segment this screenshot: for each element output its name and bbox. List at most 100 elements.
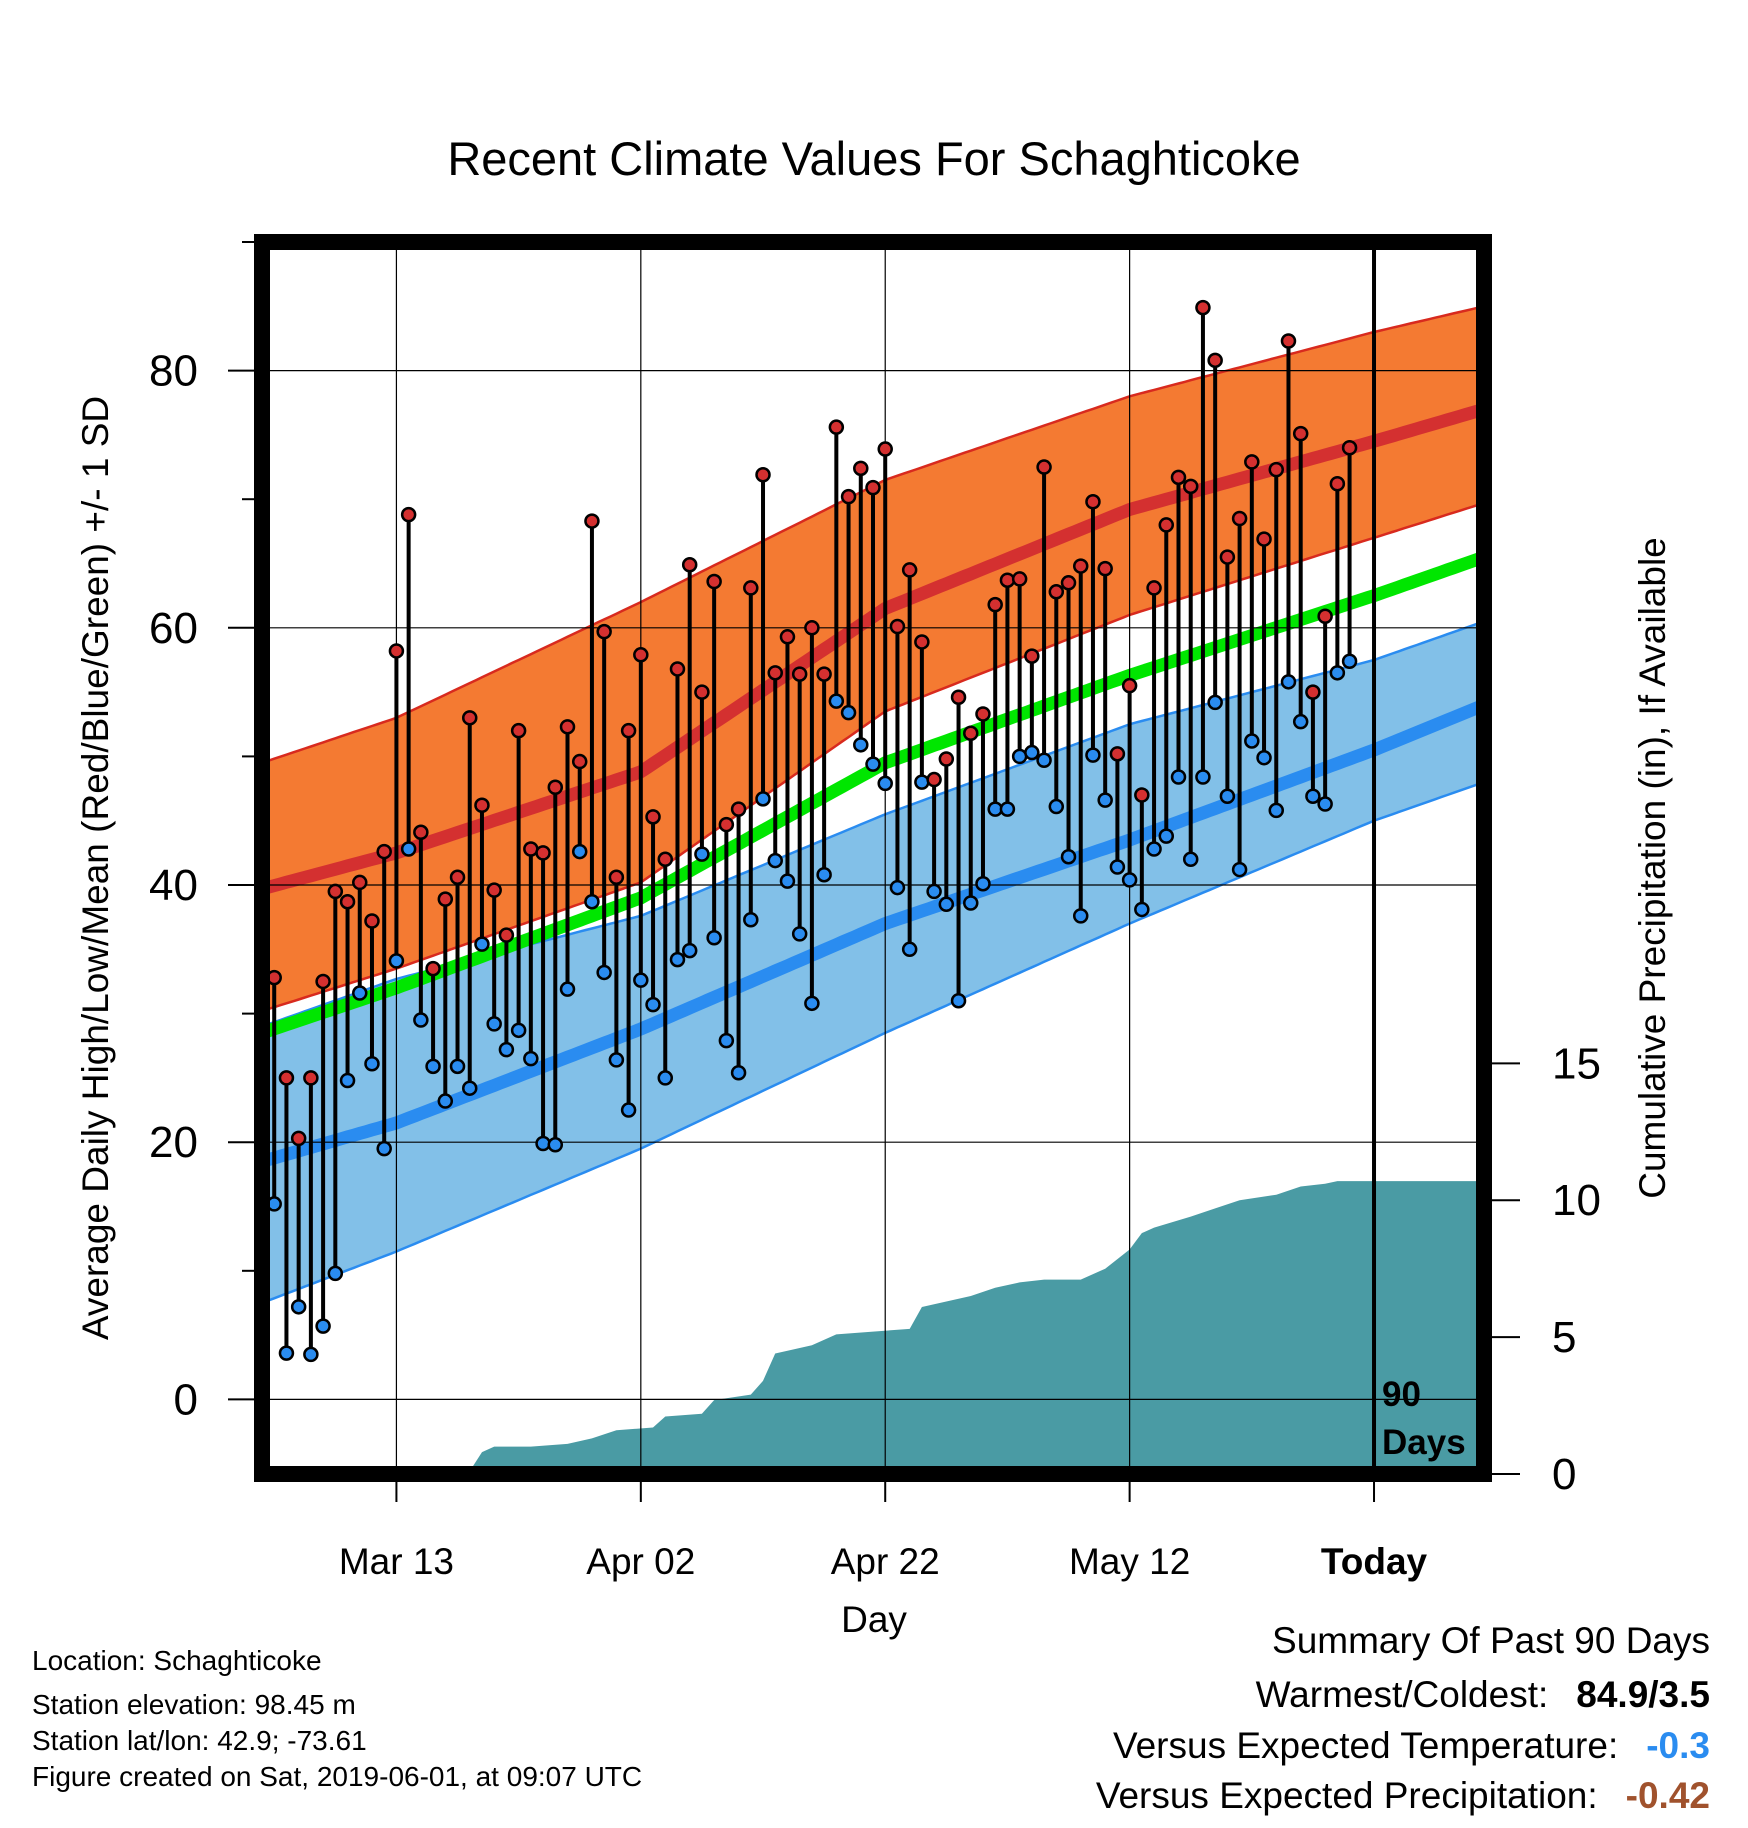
- low-sd-band: [262, 621, 1484, 1303]
- daily-low-point: [950, 992, 967, 1009]
- daily-high-point: [804, 620, 820, 636]
- daily-high-point: [1219, 549, 1236, 565]
- daily-low-point: [1121, 872, 1138, 888]
- daily-low-point: [853, 737, 869, 753]
- daily-low-point: [1207, 694, 1223, 711]
- y-axis-label: Average Daily High/Low/Mean (Red/Blue/Gr…: [75, 396, 116, 1340]
- daily-low-point: [1048, 798, 1065, 815]
- daily-high-point: [1256, 531, 1272, 547]
- daily-low-point: [1036, 752, 1052, 769]
- daily-low-point: [1341, 653, 1358, 669]
- daily-low-point: [498, 1041, 515, 1058]
- precipitation-area: [262, 1181, 1484, 1474]
- y2-tick-label: 5: [1552, 1313, 1576, 1362]
- warmest-label: Warmest/Coldest:: [1255, 1674, 1549, 1715]
- daily-low-point: [1244, 733, 1260, 749]
- daily-low-point: [535, 1135, 551, 1152]
- daily-high-point: [1182, 478, 1199, 495]
- today-annotation-line2: Days: [1382, 1423, 1466, 1462]
- daily-high-point: [669, 661, 686, 677]
- daily-low-point: [804, 995, 820, 1012]
- normal-low-line: [262, 698, 1484, 1168]
- daily-low-point: [1231, 861, 1248, 878]
- daily-low-point: [352, 985, 368, 1001]
- daily-high-point: [1085, 494, 1101, 510]
- daily-high-point: [315, 973, 331, 990]
- daily-low-point: [999, 801, 1016, 817]
- daily-high-point: [1060, 575, 1077, 591]
- summary-title: Summary Of Past 90 Days: [1272, 1620, 1710, 1661]
- daily-low-point: [877, 775, 893, 792]
- daily-high-point: [1011, 571, 1028, 587]
- daily-high-point: [498, 927, 515, 943]
- x-axis-label: Day: [841, 1599, 907, 1640]
- daily-high-point: [865, 479, 881, 496]
- daily-low-point: [1146, 841, 1162, 857]
- daily-high-point: [1097, 560, 1113, 577]
- daily-high-point: [559, 719, 576, 735]
- temp-label: Versus Expected Temperature:: [1112, 1725, 1619, 1766]
- daily-high-point: [767, 665, 783, 681]
- daily-high-point: [1109, 746, 1126, 762]
- daily-low-point: [1182, 851, 1199, 868]
- daily-high-point: [1195, 299, 1211, 316]
- daily-low-point: [1085, 747, 1101, 763]
- daily-high-point: [1244, 454, 1260, 470]
- daily-high-point: [1305, 684, 1321, 700]
- daily-high-point: [1048, 584, 1065, 600]
- daily-low-point: [290, 1299, 307, 1315]
- daily-high-point: [963, 725, 979, 742]
- daily-low-point: [743, 911, 759, 928]
- y2-axis-label: Cumulative Precipitation (in), If Availa…: [1632, 537, 1673, 1199]
- daily-low-point: [523, 1050, 539, 1067]
- daily-low-point: [1109, 859, 1126, 875]
- daily-high-point: [388, 643, 405, 659]
- x-tick-label: Today: [1321, 1541, 1428, 1582]
- daily-high-point: [327, 883, 344, 900]
- daily-high-point: [339, 893, 356, 910]
- daily-low-point: [376, 1140, 392, 1157]
- daily-low-point: [278, 1345, 295, 1361]
- daily-low-point: [730, 1065, 747, 1081]
- summary-temp: Versus Expected Temperature: -0.3: [1113, 1725, 1710, 1767]
- daily-low-point: [461, 1080, 478, 1096]
- daily-low-point: [706, 929, 722, 946]
- daily-low-point: [889, 879, 906, 896]
- daily-high-point: [914, 634, 930, 650]
- daily-low-point: [620, 1102, 637, 1118]
- daily-low-point: [303, 1346, 319, 1363]
- daily-low-point: [914, 774, 930, 790]
- daily-high-point: [926, 771, 942, 788]
- daily-low-point: [413, 1012, 429, 1028]
- daily-low-point: [425, 1058, 441, 1075]
- daily-low-point: [1097, 792, 1113, 808]
- daily-high-point: [303, 1070, 319, 1086]
- daily-high-point: [486, 882, 502, 898]
- precip-value: -0.42: [1625, 1775, 1710, 1816]
- daily-high-point: [755, 467, 771, 483]
- daily-high-point: [828, 419, 845, 435]
- created-text: Figure created on Sat, 2019-06-01, at 09…: [32, 1761, 643, 1792]
- daily-low-point: [388, 953, 405, 969]
- daily-low-point: [1024, 744, 1040, 761]
- daily-low-point: [755, 791, 771, 807]
- daily-high-point: [706, 573, 722, 590]
- plot-layer: [262, 242, 1484, 1474]
- today-annotation-line1: 90: [1382, 1375, 1421, 1414]
- daily-low-point: [694, 846, 710, 862]
- daily-low-point: [510, 1022, 527, 1039]
- daily-low-point: [645, 996, 661, 1013]
- daily-low-point: [828, 693, 845, 709]
- daily-high-point: [596, 623, 612, 640]
- daily-low-point: [938, 896, 955, 913]
- daily-high-point: [1072, 558, 1089, 574]
- daily-high-point: [889, 618, 906, 635]
- daily-high-point: [510, 722, 527, 739]
- warmest-value: 84.9/3.5: [1576, 1674, 1710, 1715]
- daily-high-point: [1231, 510, 1248, 527]
- daily-low-point: [315, 1318, 331, 1334]
- y-tick-label: 60: [149, 604, 198, 653]
- latlon-text: Station lat/lon: 42.9; -73.61: [32, 1725, 367, 1756]
- x-tick-label: Mar 13: [339, 1541, 454, 1582]
